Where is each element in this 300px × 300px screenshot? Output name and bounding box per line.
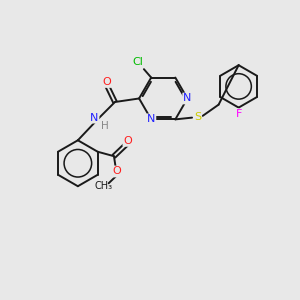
Text: N: N xyxy=(147,114,155,124)
Text: N: N xyxy=(183,94,192,103)
Text: O: O xyxy=(102,77,111,87)
Text: Cl: Cl xyxy=(133,57,143,67)
Text: N: N xyxy=(90,112,98,123)
Text: H: H xyxy=(101,121,109,130)
Text: S: S xyxy=(194,112,201,122)
Text: O: O xyxy=(123,136,132,146)
Text: F: F xyxy=(236,109,242,119)
Text: O: O xyxy=(112,167,121,176)
Text: CH₃: CH₃ xyxy=(94,181,113,191)
